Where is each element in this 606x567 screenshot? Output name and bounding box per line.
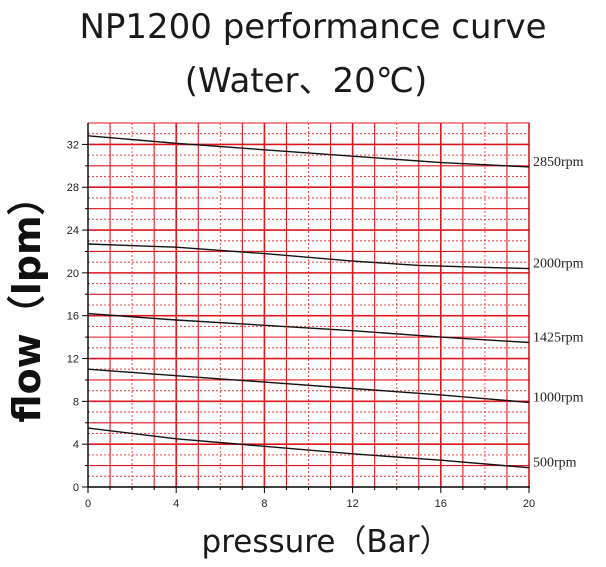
x-tick-label: 0 xyxy=(85,498,91,510)
x-tick-label: 8 xyxy=(261,498,267,510)
x-tick-label: 12 xyxy=(346,498,358,510)
grid xyxy=(88,122,530,487)
series-labels: 2850rpm 2000rpm 1425rpm 1000rpm 500rpm xyxy=(533,155,584,471)
series-lines xyxy=(87,135,530,469)
y-tick-label: 12 xyxy=(67,354,79,366)
series-label-500rpm: 500rpm xyxy=(533,456,577,471)
series-line-500rpm xyxy=(87,427,530,469)
series-label-1425rpm: 1425rpm xyxy=(533,330,584,345)
axes: 0 4 8 12 16 20 24 28 32 0 4 8 12 16 20 xyxy=(67,123,535,510)
series-label-2850rpm: 2850rpm xyxy=(533,155,584,170)
y-tick-label: 20 xyxy=(67,268,79,280)
series-line-2000rpm xyxy=(87,243,530,270)
series-line-2850rpm xyxy=(87,135,530,168)
series-label-1000rpm: 1000rpm xyxy=(533,390,584,405)
x-axis-title: pressure（Bar） xyxy=(202,524,451,560)
chart-title: NP1200 performance curve xyxy=(79,7,546,47)
y-tick-label: 16 xyxy=(67,311,79,323)
x-tick-label: 4 xyxy=(173,498,179,510)
y-tick-label: 28 xyxy=(67,182,79,194)
x-tick-label: 16 xyxy=(435,498,447,510)
series-label-2000rpm: 2000rpm xyxy=(533,257,584,272)
y-axis-title: flow（lpm） xyxy=(5,177,49,422)
y-tick-label: 4 xyxy=(73,439,79,451)
series-line-1425rpm xyxy=(87,312,530,344)
chart-subtitle: (Water、20℃) xyxy=(185,61,427,101)
y-tick-label: 24 xyxy=(67,225,79,237)
y-tick-label: 0 xyxy=(73,482,79,494)
series-line-1000rpm xyxy=(87,368,530,404)
x-tick-label: 20 xyxy=(523,498,535,510)
y-tick-label: 32 xyxy=(67,139,79,151)
y-tick-label: 8 xyxy=(73,396,79,408)
